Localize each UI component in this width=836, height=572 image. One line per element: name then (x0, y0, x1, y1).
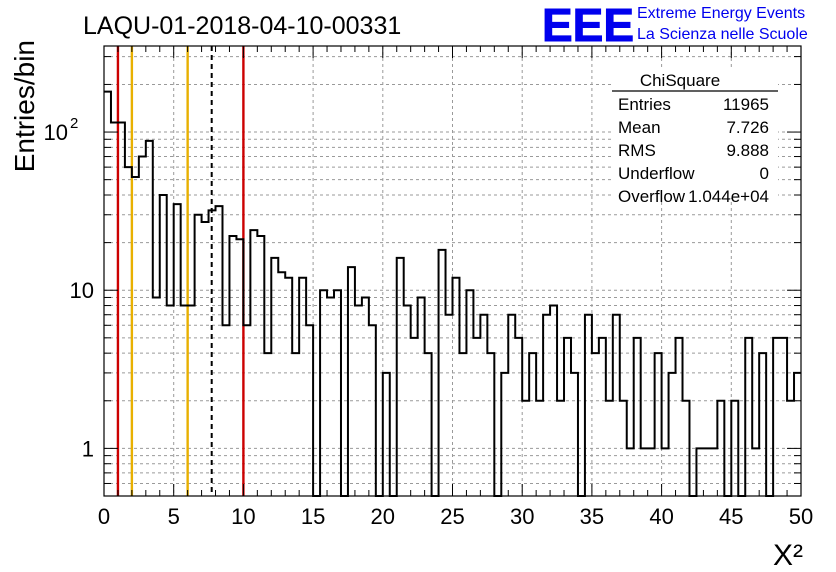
stats-row-value: 11965 (723, 95, 769, 114)
stats-box: ChiSquare Entries 11965 Mean 7.726 RMS 9.888 U… (612, 68, 778, 206)
stats-row-value: 7.726 (726, 118, 769, 137)
histogram-bin (334, 290, 341, 496)
stats-row-label: Overflow (618, 187, 686, 206)
x-tick-label: 15 (301, 504, 325, 529)
histogram-bin (418, 297, 425, 496)
histogram-bin (508, 315, 515, 496)
histogram-bin (362, 297, 369, 496)
histogram-bin (195, 215, 202, 496)
histogram-bin (655, 353, 662, 496)
x-tick-label: 0 (98, 504, 110, 529)
stats-title: ChiSquare (640, 71, 720, 90)
histogram-bin (676, 338, 683, 496)
histogram-bars (104, 90, 801, 497)
histogram-bin (348, 267, 355, 496)
histogram-bin (229, 236, 236, 496)
histogram-bin (515, 338, 522, 496)
histogram-bin (174, 204, 181, 496)
x-tick-label: 10 (231, 504, 255, 529)
y-tick-exponent: 2 (70, 115, 78, 132)
axis-ticks (103, 46, 802, 497)
stats-row-value: 0 (760, 164, 769, 183)
histogram-bin (264, 353, 271, 496)
histogram-bin (139, 157, 146, 496)
histogram-bin (473, 338, 480, 496)
histogram-bin (466, 290, 473, 496)
histogram-bin (773, 338, 780, 496)
y-tick-label: 10 (70, 278, 94, 303)
marker-lines (116, 46, 245, 496)
histogram-bin (397, 258, 404, 496)
histogram-bin (634, 338, 641, 496)
chart-title: LAQU-01-2018-04-10-00331 (83, 12, 401, 40)
x-tick-label: 40 (649, 504, 673, 529)
stats-row-value: 1.044e+04 (688, 187, 769, 206)
histogram-bin (501, 373, 508, 496)
histogram-bin (146, 141, 153, 496)
histogram-bin (257, 236, 264, 496)
x-tick-label: 50 (789, 504, 813, 529)
stats-row-label: Entries (618, 95, 671, 114)
x-tick-label: 25 (440, 504, 464, 529)
histogram-bin (564, 338, 571, 496)
histogram-bin (487, 353, 494, 496)
histogram-bin (222, 325, 229, 496)
histogram-bin (202, 222, 209, 496)
histogram-bin (446, 315, 453, 496)
stats-rows: Entries 11965 Mean 7.726 RMS 9.888 Underflow 0 O… (618, 95, 769, 206)
stats-row-value: 9.888 (726, 141, 769, 160)
histogram-bin (216, 206, 223, 496)
histogram-bin (529, 353, 536, 496)
histogram-bin (780, 338, 787, 496)
logo-letters: EEE (542, 0, 634, 51)
histogram-bin (480, 315, 487, 496)
x-axis-title: X² (773, 539, 803, 572)
histogram-bin (327, 297, 334, 496)
x-tick-label: 45 (719, 504, 743, 529)
x-tick-labels: 0 5 10 15 20 25 30 35 40 45 50 (98, 504, 813, 529)
logo-line2: La Scienza nelle Scuole (637, 26, 808, 43)
histogram-bin (160, 195, 167, 496)
histogram-bin (292, 353, 299, 496)
histogram-bin (599, 338, 606, 496)
stats-box-bg (612, 68, 778, 198)
histogram-bin (459, 353, 466, 496)
histogram-bin (759, 353, 766, 496)
logo-line1: Extreme Energy Events (637, 5, 805, 22)
histogram-bin (794, 373, 801, 496)
histogram-bin (383, 373, 390, 496)
x-tick-label: 5 (168, 504, 180, 529)
histogram-bin (543, 315, 550, 496)
y-tick-label: 10 (44, 120, 68, 145)
histogram-bin (585, 315, 592, 496)
histogram-bin (104, 92, 111, 496)
histogram-bin (320, 290, 327, 496)
stats-row-label: Underflow (618, 164, 695, 183)
stats-row-label: Mean (618, 118, 661, 137)
histogram-bin (571, 373, 578, 496)
histogram-bin (669, 373, 676, 496)
histogram-bin (592, 353, 599, 496)
stats-row-label: RMS (618, 141, 656, 160)
histogram-bin (745, 338, 752, 496)
y-axis-title: Entries/bin (9, 40, 40, 172)
histogram-bin (369, 325, 376, 496)
eee-logo: EEE Extreme Energy Events La Scienza nel… (542, 0, 808, 52)
histogram-bin (271, 258, 278, 496)
histogram-bin (425, 353, 432, 496)
histogram-bin (306, 325, 313, 496)
histogram-outline (104, 90, 801, 497)
y-tick-label: 1 (82, 436, 94, 461)
x-tick-label: 20 (371, 504, 395, 529)
histogram-bin (613, 315, 620, 496)
histogram-bin (153, 297, 160, 496)
x-tick-label: 30 (510, 504, 534, 529)
x-tick-label: 35 (580, 504, 604, 529)
histogram-bin (411, 338, 418, 496)
